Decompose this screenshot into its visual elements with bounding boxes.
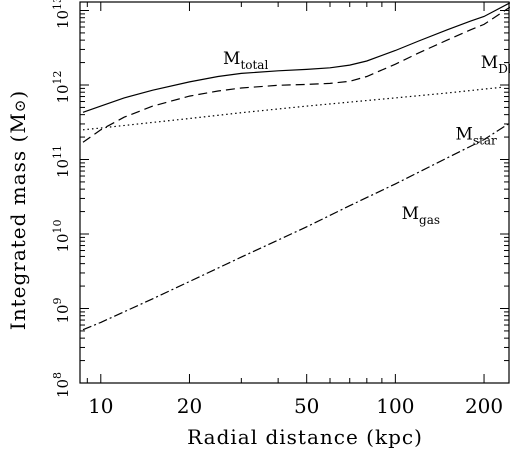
plot-frame [79,1,510,384]
y-tick-mantissa: 10 [54,84,72,103]
y-tick-label-text: 1013 [51,0,72,29]
y-axis-label-close: ) [6,90,30,99]
y-tick-exponent: 9 [51,297,64,304]
x-tick-label: 200 [465,394,503,418]
curve-labels: MtotalMDMMstarMgas [223,49,510,227]
y-tick-label-text: 109 [51,297,72,323]
label-sub: gas [419,213,440,227]
x-tick-label: 20 [177,394,202,418]
y-tick-label: 1010 [51,219,72,252]
label-m-total: Mtotal [223,49,268,72]
label-m-star: Mstar [455,125,497,148]
label-sub: DM [498,62,510,76]
label-m-dm: MDM [481,53,510,76]
label-main: M [223,49,240,69]
y-tick-mantissa: 10 [54,233,72,252]
y-tick-label: 109 [51,297,72,323]
y-tick-mantissa: 10 [54,159,72,178]
y-axis-label-group: Integrated mass (M⊙) [6,90,30,330]
y-tick-mantissa: 10 [54,10,72,29]
y-axis-label-text: Integrated mass (M [6,112,30,330]
y-tick-exponent: 12 [51,70,64,84]
y-tick-mantissa: 10 [54,379,72,398]
series-m-total [82,2,510,113]
y-tick-exponent: 13 [51,0,64,10]
x-tick-label: 100 [376,394,414,418]
y-tick-mantissa: 10 [54,304,72,323]
y-tick-label-text: 1011 [51,145,72,178]
y-tick-label-text: 1010 [51,219,72,252]
series-m-star [82,86,502,131]
series-m-dm [82,6,510,143]
x-tick-label: 10 [88,394,113,418]
y-tick-label-text: 108 [51,372,72,398]
series-m-gas [82,122,510,331]
y-tick-label: 1013 [51,0,72,29]
y-tick-exponent: 8 [51,372,64,379]
label-main: M [481,53,498,73]
y-tick-exponent: 11 [51,145,64,159]
curves [82,2,510,331]
y-axis-label: Integrated mass (M⊙) [6,90,30,330]
label-sub: total [240,58,268,72]
y-tick-exponent: 10 [51,219,64,233]
label-main: M [455,125,472,145]
y-axis-label-sun-symbol: ⊙ [11,99,29,113]
y-tick-label: 1011 [51,145,72,178]
x-axis-label: Radial distance (kpc) [187,425,423,449]
x-tick-label: 50 [294,394,319,418]
y-tick-label-text: 1012 [51,70,72,103]
label-main: M [402,204,419,224]
label-m-gas: Mgas [402,204,440,227]
y-tick-label: 108 [51,372,72,398]
label-sub: star [473,134,497,148]
y-tick-label: 1012 [51,70,72,103]
